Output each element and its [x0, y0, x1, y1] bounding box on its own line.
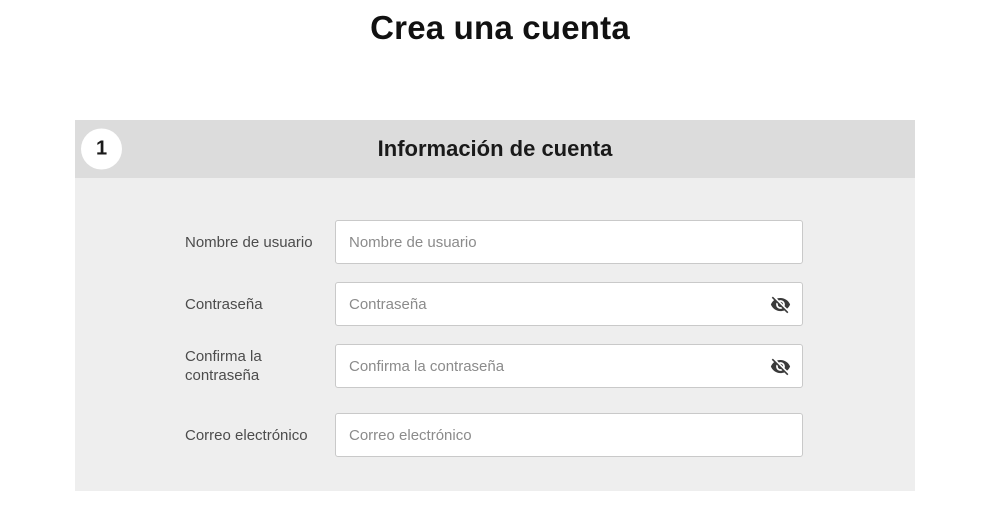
password-input[interactable] — [335, 282, 803, 326]
signup-page: Crea una cuenta 1 Información de cuenta … — [0, 9, 1000, 520]
section-title: Información de cuenta — [377, 136, 613, 161]
confirm-password-visibility-toggle[interactable] — [768, 354, 792, 378]
confirm-password-row: Confirma la contraseña — [185, 344, 803, 388]
section-header: 1 Información de cuenta — [75, 120, 915, 178]
username-row: Nombre de usuario — [185, 220, 803, 264]
step-number-badge: 1 — [81, 128, 122, 170]
username-input-wrap — [335, 220, 803, 264]
username-input[interactable] — [335, 220, 803, 264]
account-info-panel: 1 Información de cuenta Nombre de usuari… — [75, 120, 915, 491]
account-info-form: Nombre de usuario Contraseña — [75, 178, 915, 491]
confirm-password-input-wrap — [335, 344, 803, 388]
email-row: Correo electrónico — [185, 413, 803, 457]
page-title: Crea una cuenta — [370, 9, 630, 46]
password-visibility-toggle[interactable] — [768, 292, 792, 316]
eye-off-icon — [770, 356, 791, 377]
eye-off-icon — [770, 294, 791, 315]
username-label: Nombre de usuario — [185, 233, 313, 251]
confirm-password-input[interactable] — [335, 344, 803, 388]
confirm-password-label: Confirma la contraseña — [185, 348, 262, 384]
password-input-wrap — [335, 282, 803, 326]
email-label: Correo electrónico — [185, 426, 308, 444]
step-number: 1 — [95, 137, 108, 160]
password-row: Contraseña — [185, 282, 803, 326]
password-label: Contraseña — [185, 295, 263, 313]
email-input[interactable] — [335, 413, 803, 457]
email-input-wrap — [335, 413, 803, 457]
